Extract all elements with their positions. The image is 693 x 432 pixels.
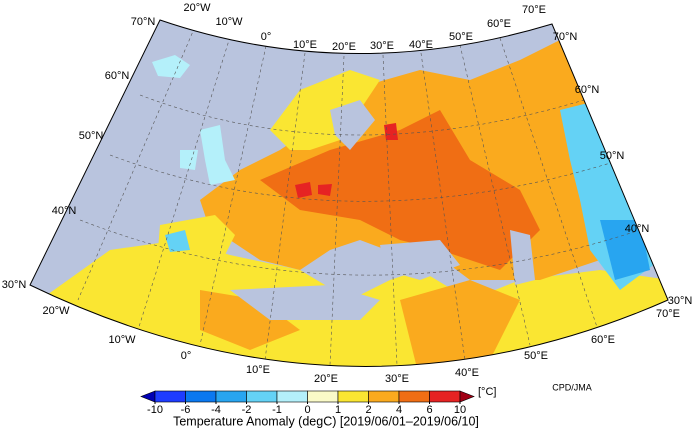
coordinate-label: 30°N: [2, 279, 27, 291]
colorbar-tick-label: 1: [335, 404, 341, 416]
coordinate-label: 20°E: [332, 41, 356, 53]
coordinate-label: 10°W: [215, 16, 243, 28]
colorbar-tick-label: -4: [211, 404, 221, 416]
mediterranean: [230, 285, 380, 320]
colorbar-tick-label: 10: [454, 404, 466, 416]
coordinate-label: 40°E: [455, 367, 479, 379]
coordinate-label: 10°E: [246, 364, 270, 376]
coordinate-label: 60°N: [105, 70, 130, 82]
black-sea: [380, 240, 460, 280]
labels: 20°W 10°W 0° 10°E 20°E 30°E 40°E 50°E 60°E 70°E 20…: [2, 2, 693, 385]
map-frame: [29, 19, 669, 367]
colorbar-tick-label: -1: [272, 404, 282, 416]
colorbar-tick-label: -6: [181, 404, 191, 416]
coordinate-label: 0°: [261, 31, 272, 43]
land-anomaly: [165, 230, 190, 252]
colorbar-tick-label: 0: [304, 404, 310, 416]
colorbar-segment: [459, 390, 475, 403]
land-south: [30, 240, 668, 367]
land-uk: [180, 125, 235, 185]
colorbar-tick-label: 6: [426, 404, 432, 416]
coordinate-label: 70°E: [522, 4, 546, 16]
colorbar-segment: [398, 390, 430, 403]
colorbar-segment: [215, 390, 247, 403]
colorbar-unit: [°C]: [478, 386, 496, 398]
coordinate-label: 20°E: [314, 373, 338, 385]
land-anomaly: [400, 280, 520, 367]
land-anomaly: [200, 290, 300, 350]
colorbar-segment: [140, 390, 156, 403]
colorbar-tick-label: 2: [365, 404, 371, 416]
colorbar-segment: [307, 390, 339, 403]
parallel: [79, 94, 641, 276]
land-scandinavia: [270, 70, 380, 150]
coordinate-label: 10°W: [108, 334, 136, 346]
coordinate-label: 50°E: [449, 31, 473, 43]
coordinate-label: 70°N: [131, 16, 156, 28]
meridian: [77, 21, 599, 366]
land-iberia: [158, 215, 235, 280]
colorbar-segment: [368, 390, 400, 403]
coordinate-label: 30°N: [668, 295, 693, 307]
colorbar-title: Temperature Anomaly (degC) [2019/06/01–2…: [173, 414, 479, 428]
colorbar-segment: [246, 390, 278, 403]
coordinate-label: 70°E: [656, 308, 680, 320]
colorbar-segment: [154, 390, 186, 403]
coordinate-label: 60°E: [591, 334, 615, 346]
coordinate-label: 70°N: [553, 31, 578, 43]
colorbar-segment: [337, 390, 369, 403]
colorbar-tick-label: -2: [242, 404, 252, 416]
colorbar-tick-label: -10: [147, 404, 163, 416]
coordinate-label: 20°W: [42, 305, 70, 317]
coordinate-label: 0°: [181, 350, 192, 362]
coordinate-label: 10°E: [293, 39, 317, 51]
caspian-sea: [510, 230, 535, 285]
coordinate-label: 50°E: [524, 350, 548, 362]
coordinate-label: 60°N: [575, 84, 600, 96]
colorbar-tick-label: 4: [396, 404, 402, 416]
colorbar-segment: [276, 390, 308, 403]
colorbar: -10 -6 -4 -2 -1 0 1 2 4 6 10[°C]: [140, 386, 496, 416]
coordinate-label: 50°N: [79, 130, 104, 142]
credit: CPD/JMA: [552, 382, 592, 392]
coordinate-label: 50°N: [600, 150, 625, 162]
land-anomaly: [260, 110, 540, 270]
coordinate-label: 40°N: [52, 205, 77, 217]
coordinate-label: 40°N: [625, 223, 650, 235]
colorbar-segment: [185, 390, 217, 403]
coordinate-label: 20°W: [183, 2, 211, 14]
coordinate-label: 30°E: [370, 40, 394, 52]
colorbar-segment: [429, 390, 461, 403]
land-anomaly: [295, 123, 398, 198]
coordinate-label: 40°E: [409, 39, 433, 51]
coordinate-label: 60°E: [487, 18, 511, 30]
coordinate-label: 30°E: [385, 373, 409, 385]
land-anomaly: [600, 220, 650, 280]
